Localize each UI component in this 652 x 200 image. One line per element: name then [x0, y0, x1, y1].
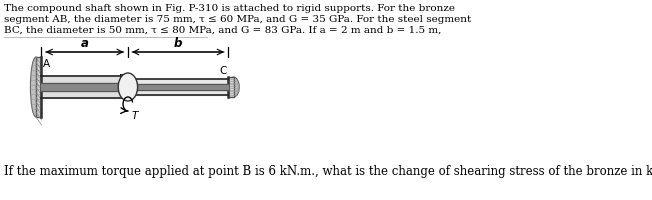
Text: BC, the diameter is 50 mm, τ ≤ 80 MPa, and G = 83 GPa. If a = 2 m and b = 1.5 m,: BC, the diameter is 50 mm, τ ≤ 80 MPa, a…	[4, 26, 441, 35]
Bar	[228, 77, 233, 97]
Text: C: C	[220, 66, 228, 76]
Ellipse shape	[31, 57, 42, 117]
Text: B: B	[119, 74, 126, 84]
Ellipse shape	[228, 77, 239, 97]
Text: A: A	[43, 59, 50, 69]
Bar	[36, 57, 42, 117]
Text: segment AB, the diameter is 75 mm, τ ≤ 60 MPa, and G = 35 GPa. For the steel seg: segment AB, the diameter is 75 mm, τ ≤ 6…	[4, 15, 471, 24]
Text: a: a	[81, 37, 89, 50]
Ellipse shape	[118, 73, 138, 101]
Text: If the maximum torque applied at point B is 6 kN.m., what is the change of shear: If the maximum torque applied at point B…	[4, 165, 652, 178]
Text: b: b	[174, 37, 182, 50]
Text: The compound shaft shown in Fig. P-310 is attached to rigid supports. For the br: The compound shaft shown in Fig. P-310 i…	[4, 4, 455, 13]
Text: T: T	[131, 111, 138, 121]
